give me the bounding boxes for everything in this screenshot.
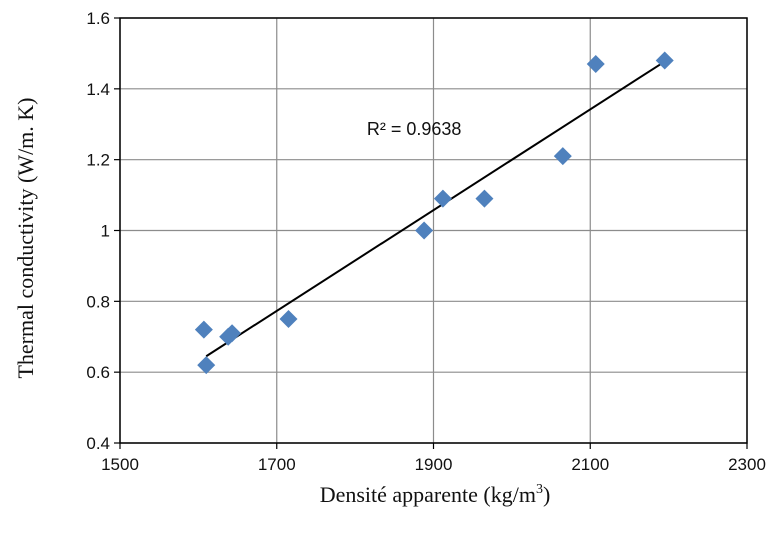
x-axis-title: Densité apparente (kg/m3) [320, 482, 551, 507]
data-point [223, 324, 242, 343]
x-tick-label: 1700 [258, 455, 296, 474]
x-axis-title-close: ) [543, 482, 550, 507]
data-point [433, 189, 452, 208]
y-tick-label: 1 [101, 222, 110, 241]
data-point [415, 221, 434, 240]
y-axis-title: Thermal conductivity (W/m. K) [13, 97, 38, 378]
gridlines [119, 17, 748, 444]
data-point [197, 356, 216, 375]
trendline [205, 63, 662, 358]
y-tick-labels: 0.4 0.6 0.8 1 1.2 1.4 1.6 [86, 9, 120, 453]
x-tick-label: 2300 [728, 455, 766, 474]
y-tick-label: 1.6 [86, 9, 110, 28]
r-squared-label: R² = 0.9638 [367, 119, 462, 139]
data-point [194, 320, 213, 339]
data-point [655, 51, 674, 70]
x-tick-label: 1500 [101, 455, 139, 474]
x-axis-title-main: Densité apparente (kg/m [320, 482, 536, 507]
data-point [279, 310, 298, 329]
y-tick-label: 1.4 [86, 80, 110, 99]
x-tick-label: 1900 [415, 455, 453, 474]
y-tick-label: 0.6 [86, 363, 110, 382]
y-tick-label: 0.4 [86, 434, 110, 453]
x-tick-labels: 1500 1700 1900 2100 2300 [101, 443, 766, 474]
y-tick-label: 1.2 [86, 151, 110, 170]
data-point [475, 189, 494, 208]
data-points [194, 51, 674, 375]
data-point [586, 55, 605, 74]
y-tick-label: 0.8 [86, 292, 110, 311]
data-point [553, 147, 572, 166]
x-axis-title-sup: 3 [536, 482, 543, 497]
x-tick-label: 2100 [571, 455, 609, 474]
